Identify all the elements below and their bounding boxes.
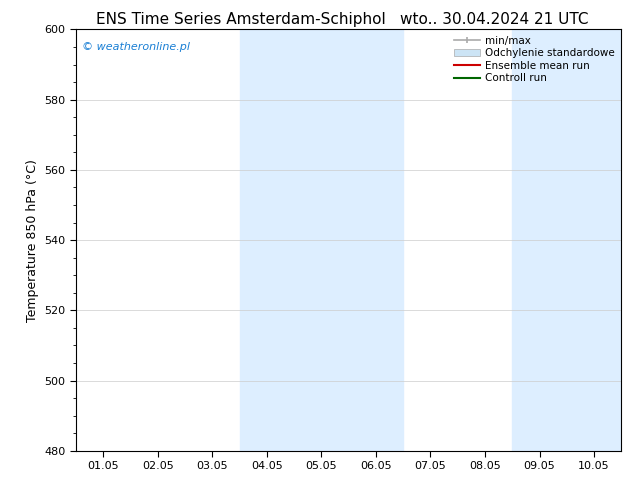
Text: wto.. 30.04.2024 21 UTC: wto.. 30.04.2024 21 UTC xyxy=(400,12,589,27)
Bar xyxy=(240,29,403,451)
Text: © weatheronline.pl: © weatheronline.pl xyxy=(82,42,190,52)
Text: ENS Time Series Amsterdam-Schiphol: ENS Time Series Amsterdam-Schiphol xyxy=(96,12,386,27)
Y-axis label: Temperature 850 hPa (°C): Temperature 850 hPa (°C) xyxy=(26,159,39,321)
Legend: min/max, Odchylenie standardowe, Ensemble mean run, Controll run: min/max, Odchylenie standardowe, Ensembl… xyxy=(450,31,619,88)
Bar xyxy=(512,29,621,451)
